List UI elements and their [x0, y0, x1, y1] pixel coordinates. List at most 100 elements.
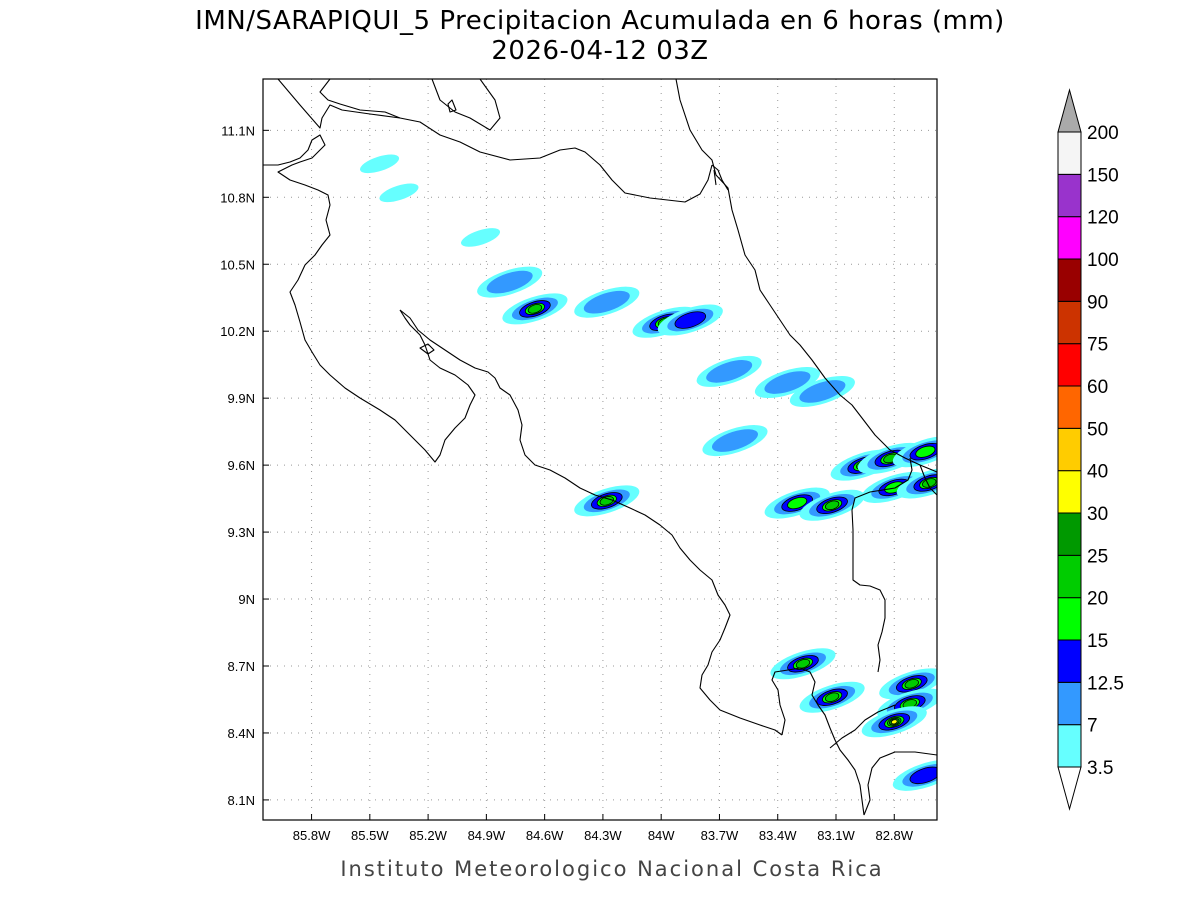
lon-tick-label: 83.4W: [759, 828, 797, 843]
rain-cell: [799, 681, 865, 713]
lon-tick-label: 85.2W: [409, 828, 447, 843]
colorbar-label: 75: [1087, 335, 1108, 356]
colorbar-swatch: [1057, 597, 1082, 641]
lon-tick-label: 84W: [648, 828, 675, 843]
colorbar-label: 20: [1087, 589, 1108, 610]
rain-cell: [799, 489, 865, 521]
rain-contour-level: [706, 360, 753, 383]
institution-credit: Instituto Meteorologico Nacional Costa R…: [340, 857, 883, 881]
map-subtitle-datetime: 2026-04-12 03Z: [491, 36, 708, 66]
colorbar-swatch: [1057, 216, 1082, 260]
rain-cell: [574, 286, 640, 318]
lon-tick-label: 84.6W: [526, 828, 564, 843]
lon-tick-label: 85.5W: [351, 828, 389, 843]
colorbar-swatch: [1057, 427, 1082, 472]
rain-cell: [896, 467, 937, 499]
lon-tick-label: 83.1W: [817, 828, 855, 843]
longitude-axis: 85.8W 85.5W 85.2W 84.9W 84.6W 84.3W 84W 83.7W 83…: [293, 814, 914, 843]
map-title: IMN/SARAPIQUI_5 Precipitacion Acumulada …: [195, 6, 1005, 36]
rain-contour-level: [787, 496, 808, 510]
pacific-coast-guanacaste: [263, 134, 476, 463]
lon-tick-label: 82.8W: [875, 828, 913, 843]
rain-cell: [379, 183, 419, 203]
colorbar-swatch: [1057, 300, 1082, 345]
lat-tick-label: 8.7N: [228, 659, 255, 674]
coastline-layer: [263, 79, 937, 816]
caribbean-coast-north: [675, 79, 937, 473]
rain-cell: [702, 425, 768, 457]
lat-tick-label: 9.6N: [228, 458, 255, 473]
colorbar-swatch: [1057, 173, 1082, 218]
precipitation-layer: [360, 154, 937, 791]
lat-tick-label: 9N: [238, 592, 255, 607]
osa-peninsula: [771, 667, 865, 816]
rain-contour-level: [824, 692, 840, 703]
san-juan-river-mouth: [711, 164, 729, 191]
colorbar-label: 25: [1087, 546, 1108, 567]
lat-tick-label: 8.1N: [228, 793, 255, 808]
colorbar-legend: 3.5 7 12.5 15 20 25 30 40 50 60 75 90 100 120 150 200: [1057, 88, 1124, 811]
gridlines: [263, 79, 937, 820]
rain-cell: [657, 304, 723, 336]
lat-tick-label: 10.2N: [220, 324, 255, 339]
rain-contour-level: [486, 270, 533, 294]
panama-border: [851, 457, 913, 673]
rain-contour-level: [764, 371, 811, 394]
colorbar-label: 12.5: [1087, 673, 1124, 694]
rain-cell: [574, 485, 640, 517]
rain-contour-level: [824, 500, 840, 511]
rain-cell: [502, 293, 568, 325]
map-plot-area: 85.8W 85.5W 85.2W 84.9W 84.6W 84.3W 84W 83.7W 83…: [220, 78, 938, 843]
colorbar-label: 120: [1087, 208, 1119, 229]
colorbar-swatch: [1057, 258, 1082, 302]
lake-island: [447, 99, 457, 113]
rain-cell: [360, 154, 400, 174]
rain-contour-level: [379, 183, 419, 203]
lat-tick-label: 11.1N: [221, 123, 255, 138]
colorbar-label: 60: [1087, 377, 1108, 398]
rain-cell: [879, 668, 937, 700]
colorbar-swatch: [1057, 554, 1082, 599]
colorbar-swatch: [1057, 639, 1082, 683]
rain-contour-level: [360, 154, 400, 174]
rain-cell: [789, 375, 855, 407]
colorbar-swatch: [1057, 470, 1082, 514]
rain-cell: [477, 266, 543, 298]
latitude-axis: 8.1N 8.4N 8.7N 9N 9.3N 9.6N 9.9N 10.2N 10.5N 10.8…: [220, 123, 269, 808]
colorbar-swatch: [1057, 343, 1082, 387]
colorbar-label: 100: [1087, 250, 1119, 271]
rain-contour-level: [712, 429, 758, 452]
rain-contour-level: [890, 719, 898, 725]
lat-tick-label: 9.9N: [228, 391, 255, 406]
lon-tick-label: 84.9W: [468, 828, 506, 843]
rain-contour-level: [527, 304, 543, 314]
colorbar-label: 90: [1087, 292, 1108, 313]
rain-cell: [754, 367, 820, 399]
rain-contour-level: [599, 496, 614, 506]
colorbar-label: 7: [1087, 716, 1098, 737]
colorbar-label: 3.5: [1087, 758, 1113, 779]
rain-cell: [764, 487, 830, 519]
lat-tick-label: 10.5N: [220, 257, 255, 272]
rain-contour-level: [909, 766, 937, 785]
rain-contour-level: [461, 228, 501, 247]
rain-cell: [861, 706, 927, 738]
colorbar-label: 150: [1087, 165, 1119, 186]
rain-cell: [461, 228, 501, 247]
nicoya-gulf-island: [419, 343, 435, 355]
colorbar-swatch: [1057, 512, 1082, 556]
colorbar-label: 30: [1087, 504, 1108, 525]
colorbar-over-arrow: [1057, 88, 1082, 133]
lat-tick-label: 10.8N: [220, 190, 255, 205]
lake-nicaragua-north: [319, 79, 501, 131]
rain-contour-level: [674, 311, 707, 329]
colorbar-swatch: [1057, 681, 1082, 726]
colorbar-label: 200: [1087, 123, 1119, 144]
colorbar-swatch: [1057, 724, 1082, 768]
colorbar-label: 15: [1087, 631, 1108, 652]
colorbar-swatch: [1057, 385, 1082, 429]
lon-tick-label: 84.3W: [584, 828, 622, 843]
rain-contour-level: [904, 679, 919, 689]
rain-cell: [696, 355, 762, 387]
